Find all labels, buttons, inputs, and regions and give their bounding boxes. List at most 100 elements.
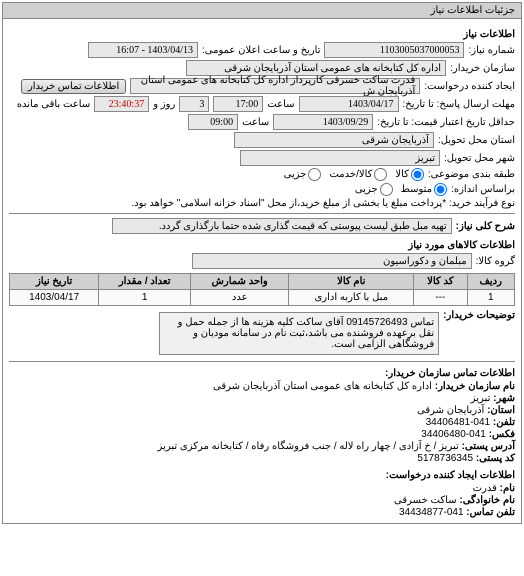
- divider-1: [9, 213, 515, 214]
- validity-time-field: 09:00: [188, 114, 238, 130]
- city-field: تبریز: [240, 150, 440, 166]
- remain-time-field: 23:40:37: [94, 96, 149, 112]
- need-info-heading: اطلاعات نیاز: [9, 29, 515, 40]
- cell-unit: عدد: [191, 290, 289, 306]
- contact-info-button[interactable]: اطلاعات تماس خریدار: [21, 79, 126, 94]
- deadline-time-field: 17:00: [213, 96, 263, 112]
- postcode-label: کد پستی:: [476, 453, 515, 464]
- col-unit: واحد شمارش: [191, 274, 289, 290]
- announce-label: تاریخ و ساعت اعلان عمومی:: [202, 45, 321, 56]
- city-row: شهر محل تحویل: تبریز: [9, 150, 515, 166]
- validity-date-field: 1403/09/29: [273, 114, 373, 130]
- contact-city-label: شهر:: [493, 393, 515, 404]
- deadline-time-label: ساعت: [267, 99, 294, 110]
- size-group: متوسط جزیی: [355, 183, 447, 196]
- phone-line: تلفن: 041-34406481: [9, 417, 515, 428]
- contact-phone2-value: 041-34434877: [399, 507, 464, 518]
- group-row: گروه کالا: مبلمان و دکوراسیون: [9, 253, 515, 269]
- col-date: تاریخ نیاز: [10, 274, 99, 290]
- budget-type-label: طبقه بندی موضوعی:: [428, 169, 515, 180]
- creator-label: ایجاد کننده درخواست:: [424, 81, 515, 92]
- deadline-label: مهلت ارسال پاسخ: تا تاریخ:: [403, 99, 515, 110]
- panel-title: جزئیات اطلاعات نیاز: [3, 3, 521, 19]
- divider-2: [9, 361, 515, 362]
- contact-heading: اطلاعات تماس سازمان خریدار:: [9, 368, 515, 379]
- fax-line: فکس: 041-34406480: [9, 429, 515, 440]
- cell-name: مبل با کاربه اداری: [289, 290, 414, 306]
- postal-line: آدرس پستی: تبریز / خ آزادی / چهار راه لا…: [9, 441, 515, 452]
- name-line: نام: قدرت: [9, 483, 515, 494]
- table-row: 1 --- مبل با کاربه اداری عدد 1 1403/04/1…: [10, 290, 515, 306]
- desc-label: شرح کلی نیاز:: [456, 221, 515, 232]
- desc-row: شرح کلی نیاز: تهیه مبل طبق لیست پیوستی ک…: [9, 218, 515, 234]
- creator-row: ایجاد کننده درخواست: قدرت ساکت خسرقی کار…: [9, 78, 515, 94]
- family-line: نام خانوادگی: ساکت خسرقی: [9, 495, 515, 506]
- size-radio-partial[interactable]: جزیی: [355, 183, 393, 196]
- req-num-field: 1103005037000053: [324, 42, 464, 58]
- name-label: نام:: [500, 483, 515, 494]
- budget-radio-partial[interactable]: جزیی: [284, 168, 322, 181]
- postal-value: تبریز / خ آزادی / چهار راه لاله / جنب فر…: [158, 441, 459, 452]
- col-name: نام کالا: [289, 274, 414, 290]
- contact-city-value: تبریز: [471, 393, 491, 404]
- contact-phone-line: تلفن تماس: 041-34434877: [9, 507, 515, 518]
- budget-type-row: طبقه بندی موضوعی: کالا کالا/خدمت جزیی: [9, 168, 515, 181]
- city-line: شهر: تبریز: [9, 393, 515, 404]
- size-radio-mid[interactable]: متوسط: [401, 183, 447, 196]
- group-field: مبلمان و دکوراسیون: [192, 253, 472, 269]
- req-contact-heading: اطلاعات ایجاد کننده درخواست:: [9, 470, 515, 481]
- cell-code: ---: [414, 290, 467, 306]
- payment-note: نوع فرآیند خرید: *پرداخت مبلغ یا بخشی از…: [9, 198, 515, 209]
- province-line: استان: آذربایجان شرقی: [9, 405, 515, 416]
- org-label: نام سازمان خریدار:: [435, 381, 515, 392]
- goods-heading: اطلاعات کالاهای مورد نیاز: [9, 240, 515, 251]
- col-qty: تعداد / مقدار: [99, 274, 191, 290]
- table-header-row: ردیف کد کالا نام کالا واحد شمارش تعداد /…: [10, 274, 515, 290]
- name-value: قدرت: [473, 483, 497, 494]
- org-value: اداره کل کتابخانه های عمومی استان آذربای…: [213, 381, 432, 392]
- family-value: ساکت خسرقی: [394, 495, 457, 506]
- size-label: براساس اندازه:: [451, 184, 515, 195]
- province-label: استان محل تحویل:: [438, 135, 515, 146]
- budget-radio-service[interactable]: کالا/خدمت: [329, 168, 387, 181]
- deadline-row: مهلت ارسال پاسخ: تا تاریخ: 1403/04/17 سا…: [9, 96, 515, 112]
- validity-row: حداقل تاریخ اعتبار قیمت: تا تاریخ: 1403/…: [9, 114, 515, 130]
- contact-phone-label: تلفن:: [493, 417, 515, 428]
- size-row: براساس اندازه: متوسط جزیی: [9, 183, 515, 196]
- req-number-row: شماره نیاز: 1103005037000053 تاریخ و ساع…: [9, 42, 515, 58]
- buyer-field: اداره کل کتابخانه های عمومی استان آذربای…: [186, 60, 446, 76]
- main-panel: جزئیات اطلاعات نیاز اطلاعات نیاز شماره ن…: [2, 2, 522, 524]
- req-num-label: شماره نیاز:: [468, 45, 515, 56]
- goods-table: ردیف کد کالا نام کالا واحد شمارش تعداد /…: [9, 273, 515, 306]
- remain-days-field: 3: [179, 96, 209, 112]
- cell-n: 1: [467, 290, 514, 306]
- postcode-line: کد پستی: 5178736345: [9, 453, 515, 464]
- panel-body: اطلاعات نیاز شماره نیاز: 110300503700005…: [3, 19, 521, 523]
- remain-suffix: ساعت باقی مانده: [17, 99, 90, 110]
- creator-field: قدرت ساکت خسرقی کارپرداز اداره کل کتابخا…: [130, 78, 420, 94]
- province-row: استان محل تحویل: آذربایجان شرقی: [9, 132, 515, 148]
- family-label: نام خانوادگی:: [459, 495, 515, 506]
- contact-phone-value: 041-34406481: [426, 417, 491, 428]
- buyer-label: سازمان خریدار:: [450, 63, 515, 74]
- buyer-notes-label: توضیحات خریدار:: [443, 310, 515, 321]
- buyer-notes-row: توضیحات خریدار: تماس 09145726493 آقای سا…: [9, 310, 515, 357]
- postcode-value: 5178736345: [417, 453, 473, 464]
- cell-qty: 1: [99, 290, 191, 306]
- validity-label: حداقل تاریخ اعتبار قیمت: تا تاریخ:: [377, 117, 515, 128]
- buyer-notes-box: تماس 09145726493 آقای ساکت کلیه هزینه ها…: [159, 312, 439, 355]
- postal-label: آدرس پستی:: [462, 441, 515, 452]
- org-line: نام سازمان خریدار: اداره کل کتابخانه های…: [9, 381, 515, 392]
- buyer-row: سازمان خریدار: اداره کل کتابخانه های عمو…: [9, 60, 515, 76]
- announce-field: 1403/04/13 - 16:07: [88, 42, 198, 58]
- fax-label: فکس:: [489, 429, 515, 440]
- col-row: ردیف: [467, 274, 514, 290]
- budget-radio-kala[interactable]: کالا: [395, 168, 424, 181]
- deadline-date-field: 1403/04/17: [299, 96, 399, 112]
- province-field: آذربایجان شرقی: [234, 132, 434, 148]
- desc-field: تهیه مبل طبق لیست پیوستی که قیمت گذاری ش…: [112, 218, 452, 234]
- city-label: شهر محل تحویل:: [444, 153, 515, 164]
- remain-days-label: روز و: [153, 99, 175, 110]
- contact-province-label: استان:: [487, 405, 515, 416]
- cell-date: 1403/04/17: [10, 290, 99, 306]
